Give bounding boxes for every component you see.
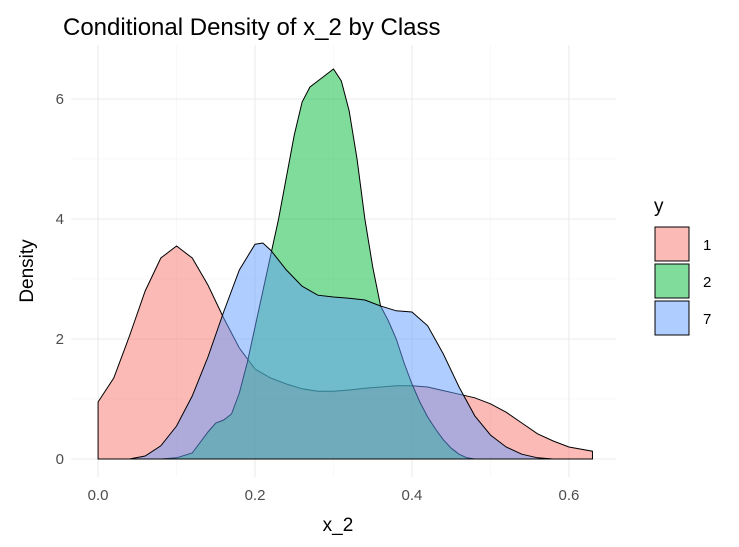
y-tick-label: 6	[56, 91, 64, 108]
legend-label-1: 1	[703, 237, 711, 254]
legend-key-1	[654, 226, 690, 262]
x-tick-label: 0.0	[88, 487, 109, 504]
legend-title: y	[654, 196, 664, 217]
y-tick-label: 2	[56, 331, 64, 348]
x-tick-labels: 0.0 0.2 0.4 0.6	[88, 487, 580, 504]
x-tick-label: 0.4	[402, 487, 423, 504]
y-axis-title: Density	[17, 239, 38, 303]
legend-label-7: 7	[703, 311, 711, 328]
x-tick-label: 0.2	[245, 487, 266, 504]
legend-key-2	[654, 263, 690, 299]
legend: 1 2 7	[654, 226, 711, 336]
y-tick-labels: 0 2 4 6	[56, 91, 64, 468]
y-tick-label: 0	[56, 451, 64, 468]
x-tick-label: 0.6	[558, 487, 579, 504]
legend-key-7	[654, 300, 690, 336]
density-area-7	[129, 242, 554, 460]
density-areas	[97, 68, 593, 460]
legend-item-2: 2	[654, 263, 711, 299]
legend-label-2: 2	[703, 274, 711, 291]
y-tick-label: 4	[56, 211, 64, 228]
x-axis-title: x_2	[323, 515, 354, 536]
legend-item-7: 7	[654, 300, 711, 336]
legend-item-1: 1	[654, 226, 711, 262]
chart-title: Conditional Density of x_2 by Class	[63, 14, 441, 41]
